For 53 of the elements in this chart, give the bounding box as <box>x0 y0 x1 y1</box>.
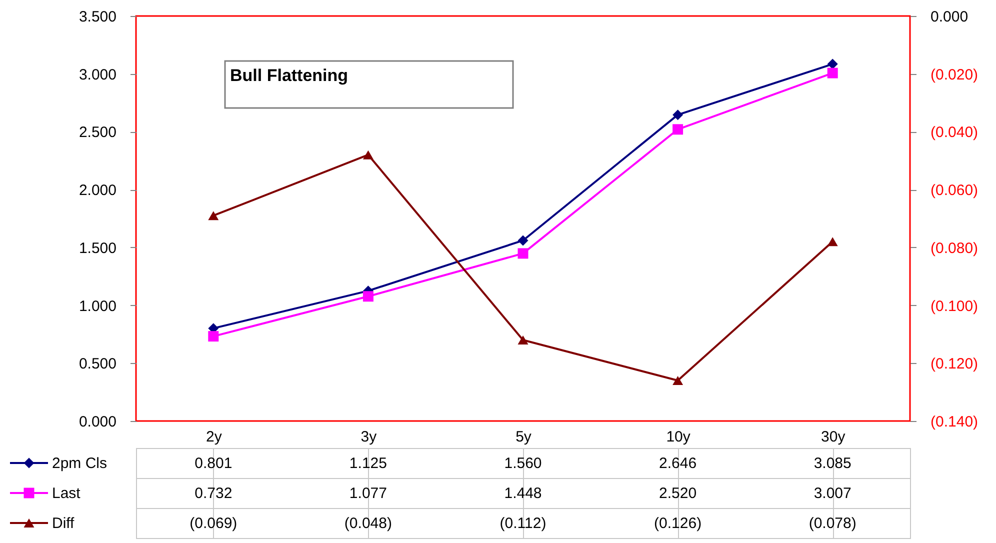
data-label: (0.126) <box>654 515 702 532</box>
data-label: (0.048) <box>344 515 392 532</box>
y2-tick-label: (0.140) <box>930 414 978 430</box>
y-tick-label: 0.000 <box>78 414 116 430</box>
data-label: 3.007 <box>814 485 852 502</box>
y-tick-label: 2.000 <box>78 182 116 200</box>
data-label: 2.520 <box>659 485 697 502</box>
y-tick-label: 3.500 <box>78 8 116 26</box>
point <box>518 335 528 345</box>
point <box>672 110 684 120</box>
y-tick-label: 1.500 <box>78 240 116 257</box>
y2-tick-label: (0.080) <box>930 240 978 257</box>
data-label: 3.085 <box>814 455 852 472</box>
data-label: 2.646 <box>659 455 697 472</box>
y2-tick-label: (0.040) <box>930 124 978 142</box>
data-label: (0.069) <box>190 515 238 532</box>
x-tick-label: 3y <box>360 428 378 446</box>
y-tick-label: 2.500 <box>78 124 116 142</box>
data-label: 0.732 <box>194 485 232 502</box>
y-tick-label: 3.000 <box>78 66 116 84</box>
point <box>827 58 838 70</box>
data-label: 1.448 <box>504 485 542 502</box>
data-label: 0.801 <box>194 455 232 472</box>
point <box>518 235 528 246</box>
point <box>672 124 684 135</box>
data-label: (0.112) <box>500 515 546 532</box>
x-tick-label: 30y <box>821 428 846 446</box>
point <box>827 68 838 78</box>
x-tick-label: 2y <box>206 428 222 446</box>
y-tick-label: 1.000 <box>78 298 116 315</box>
y2-tick-label: (0.100) <box>930 298 978 315</box>
point <box>208 211 219 220</box>
data-label: (0.078) <box>808 515 856 532</box>
legend-label: Last <box>52 485 82 502</box>
point <box>208 331 219 342</box>
point <box>827 237 838 246</box>
y2-tick-label: (0.020) <box>930 66 978 84</box>
x-tick-label: 10y <box>666 428 691 446</box>
legend-label: 2pm Cls <box>52 455 108 472</box>
data-label: 1.077 <box>349 485 387 502</box>
point <box>672 376 684 386</box>
x-tick-label: 5y <box>516 428 532 446</box>
point <box>518 248 528 259</box>
y-tick-label: 0.500 <box>78 356 116 373</box>
text: Bull Flattening <box>230 66 348 85</box>
y2-tick-label: (0.120) <box>930 356 978 373</box>
legend-label: Diff <box>52 515 76 532</box>
y2-tick-label: 0.000 <box>930 8 968 26</box>
point <box>362 150 374 160</box>
data-label: 1.125 <box>349 455 387 472</box>
y2-tick-label: (0.060) <box>930 182 978 200</box>
data-label: 1.560 <box>504 455 542 472</box>
point <box>362 291 374 302</box>
